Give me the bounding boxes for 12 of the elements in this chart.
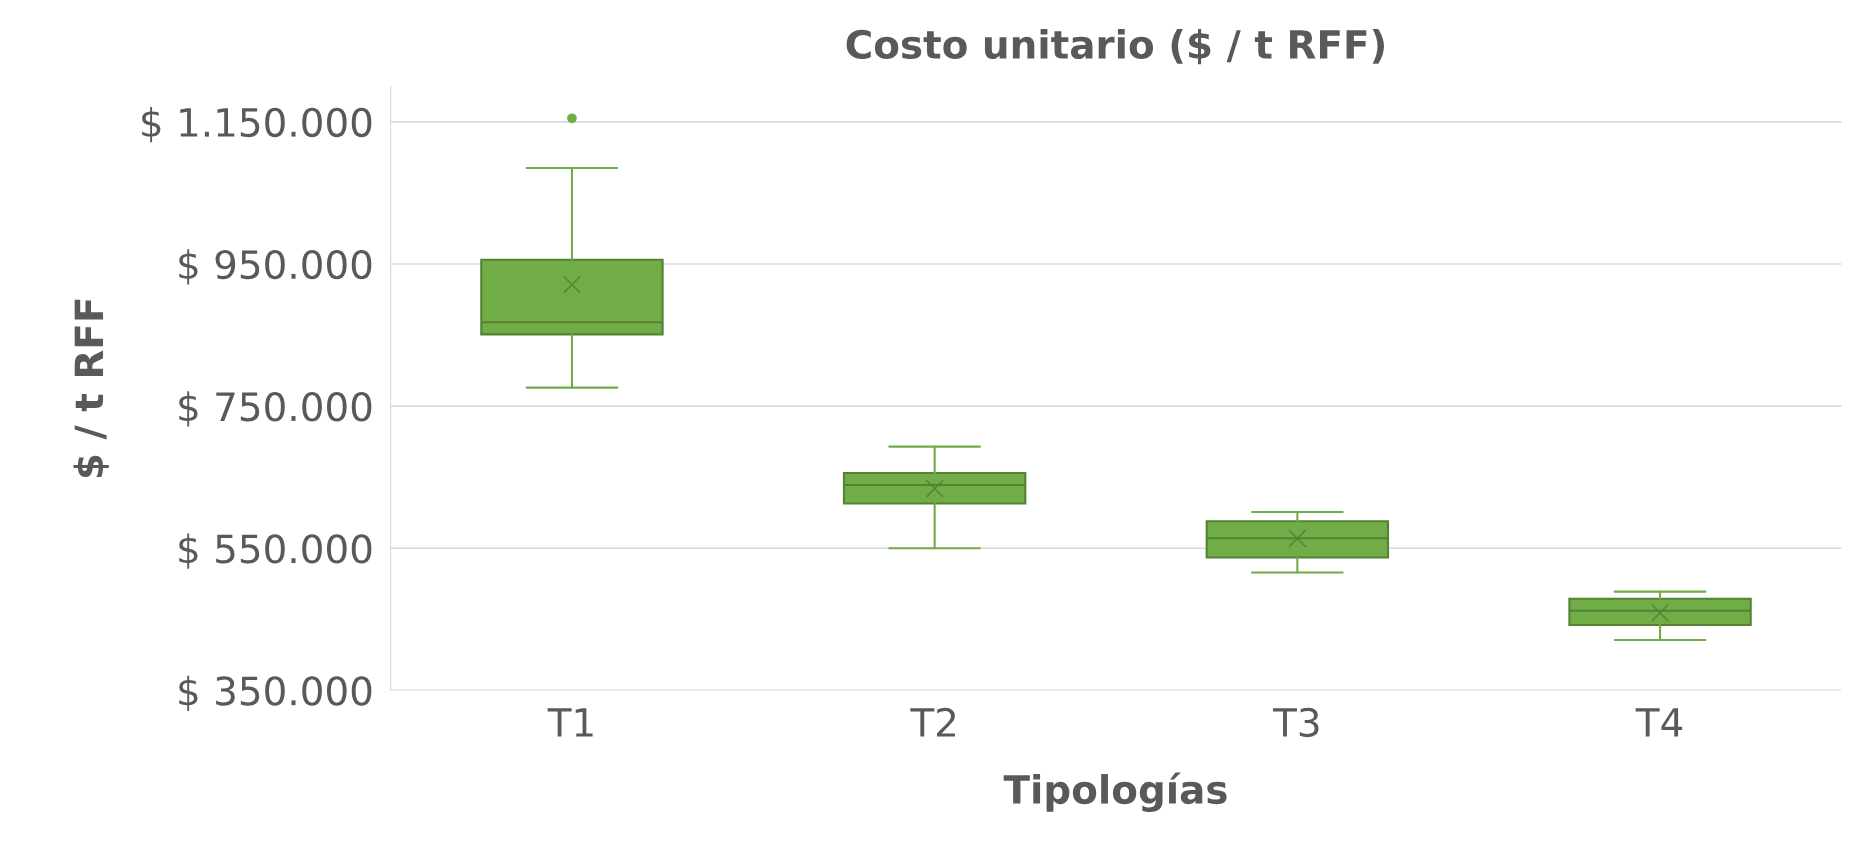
x-tick-label: T3 bbox=[1272, 707, 1319, 738]
y-tick-label: $ 550.000 bbox=[179, 533, 372, 569]
y-tick-label: $ 950.000 bbox=[179, 249, 372, 285]
chart-title: Costo unitario ($ / t RFF) bbox=[846, 28, 1384, 65]
y-axis-title: $ / t RFF bbox=[73, 299, 109, 478]
x-axis-title: Tipologías bbox=[1003, 772, 1227, 812]
x-tick-label: T1 bbox=[547, 708, 593, 737]
x-tick-label: T2 bbox=[910, 707, 956, 737]
y-tick-label: $ 350.000 bbox=[179, 675, 372, 711]
x-tick-label: T4 bbox=[1635, 708, 1683, 737]
y-tick-label: $ 750.000 bbox=[179, 391, 372, 427]
y-tick-label: $ 1.150.000 bbox=[142, 107, 372, 143]
